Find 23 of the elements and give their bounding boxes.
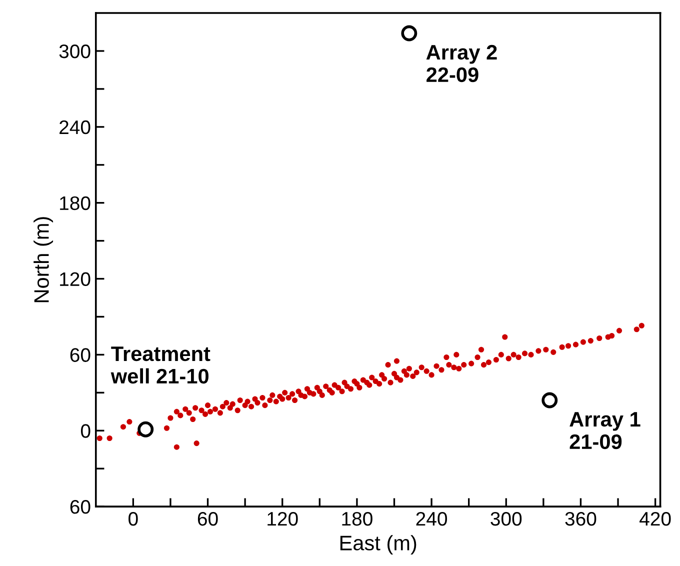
y-tick-label: 60 (70, 348, 90, 362)
x-tick-label: 420 (640, 512, 671, 526)
y-tick-label: 180 (60, 196, 90, 210)
x-tick-label: 300 (490, 512, 522, 526)
point (401, 25, 418, 42)
x-tick-label: 180 (342, 512, 372, 526)
x-tick-label: 120 (268, 512, 298, 526)
x-tick-label: 360 (565, 512, 596, 526)
y-tick-label: 300 (59, 44, 90, 58)
y-tick-label: 0 (80, 424, 90, 438)
y-tick-label: 240 (60, 120, 90, 134)
point (542, 392, 558, 408)
annotation: Treatment well 21-10 (110, 346, 210, 384)
y-tick-label: 60 (70, 500, 90, 514)
point (138, 421, 154, 438)
x-tick-label: 240 (416, 512, 447, 526)
x-tick-label: 60 (198, 512, 218, 526)
x-tick-label: 0 (128, 512, 138, 526)
annotation: Array 1 21-09 (570, 412, 640, 450)
x-axis-title: East (m) (340, 535, 416, 555)
y-tick-label: 120 (60, 272, 90, 286)
annotation: Array 2 22-09 (426, 44, 497, 82)
y-axis-title: North (m) (34, 217, 54, 302)
